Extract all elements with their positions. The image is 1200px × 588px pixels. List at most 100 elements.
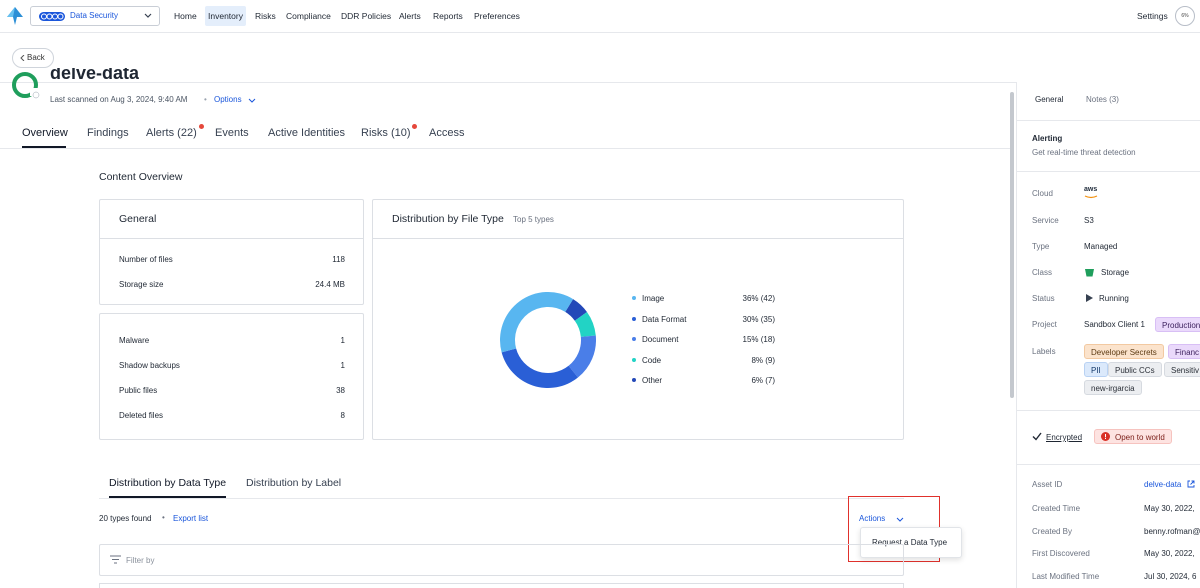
stat-value: 38 — [336, 386, 345, 395]
distribution-card: Distribution by File Type Top 5 types — [372, 199, 904, 440]
back-button[interactable]: Back — [12, 48, 54, 68]
stat-row: Number of files 118 — [119, 255, 345, 264]
prop-label-type: Type — [1032, 242, 1050, 251]
tab-distribution-by-data-type[interactable]: Distribution by Data Type — [109, 477, 227, 489]
actions-button[interactable]: Actions — [859, 514, 886, 523]
aws-icon: aws — [1084, 186, 1098, 193]
top-nav: Data Security Home Inventory Risks Compl… — [0, 0, 1200, 33]
tab-findings[interactable]: Findings — [87, 127, 129, 139]
request-data-type-menu-item[interactable]: Request a Data Type — [872, 538, 948, 547]
donut-slice-document — [568, 335, 596, 378]
asset-id-link[interactable]: delve-data — [1144, 480, 1182, 489]
legend-label: Data Format — [642, 315, 687, 324]
open-to-world-badge: Open to world — [1094, 429, 1172, 444]
nav-reports[interactable]: Reports — [433, 11, 463, 21]
prop-value-service: S3 — [1084, 216, 1094, 225]
detail-label-last-modified: Last Modified Time — [1032, 572, 1100, 581]
tab-notes[interactable]: Notes (3) — [1086, 95, 1119, 104]
panel-divider — [1016, 82, 1017, 588]
stat-row: Storage size 24.4 MB — [119, 280, 345, 289]
tabs-divider — [0, 148, 1012, 149]
app-logo-icon[interactable] — [7, 7, 23, 25]
legend-swatch — [632, 358, 636, 362]
filter-icon — [110, 555, 121, 564]
nav-inventory[interactable]: Inventory — [205, 6, 246, 26]
tab-overview[interactable]: Overview — [22, 127, 68, 139]
legend-label: Code — [642, 356, 662, 365]
label-chip: Developer Secrets — [1084, 344, 1164, 359]
detail-value-created-time: May 30, 2022, — [1144, 504, 1195, 513]
file-type-donut-chart — [500, 292, 596, 388]
tab-access[interactable]: Access — [429, 127, 465, 139]
settings-link[interactable]: Settings — [1137, 11, 1168, 21]
tab-general[interactable]: General — [1035, 95, 1064, 104]
nav-compliance[interactable]: Compliance — [286, 11, 331, 21]
tab-alerts[interactable]: Alerts (22) — [146, 127, 197, 139]
panel-divider-line — [1017, 171, 1200, 172]
play-icon — [1086, 294, 1093, 302]
distribution-card-subtitle: Top 5 types — [513, 215, 554, 224]
prop-value-project: Sandbox Client 1 — [1084, 320, 1145, 329]
export-list-link[interactable]: Export list — [173, 514, 209, 523]
nav-alerts[interactable]: Alerts — [399, 11, 421, 21]
general-card-title: General — [119, 213, 157, 225]
external-link-icon[interactable] — [1187, 480, 1195, 488]
stat-value: 1 — [340, 336, 345, 345]
prop-label-status: Status — [1032, 294, 1055, 303]
nav-risks[interactable]: Risks — [255, 11, 276, 21]
legend-value: 6% (7) — [751, 376, 775, 385]
tab-events[interactable]: Events — [215, 127, 249, 139]
stat-value: 24.4 MB — [315, 280, 345, 289]
detail-value-last-modified: Jul 30, 2024, 6 — [1144, 572, 1197, 581]
options-menu[interactable]: Options — [214, 95, 242, 104]
panel-divider-line — [1017, 410, 1200, 411]
tab-risks[interactable]: Risks (10) — [361, 127, 411, 139]
avatar[interactable]: 6% — [1175, 6, 1195, 26]
legend-value: 15% (18) — [742, 335, 775, 344]
detail-label-first-discovered: First Discovered — [1032, 549, 1090, 558]
asset-title: delve-data — [50, 68, 140, 83]
legend-swatch — [632, 317, 636, 321]
chevron-down-icon — [248, 98, 256, 103]
active-tab-indicator — [22, 146, 66, 148]
tab-active-identities[interactable]: Active Identities — [268, 127, 346, 139]
donut-slice-data-format — [501, 348, 578, 388]
chevron-left-icon — [20, 55, 25, 61]
aws-smile-icon — [1084, 195, 1098, 199]
back-label: Back — [27, 53, 45, 62]
product-selector[interactable]: Data Security — [30, 6, 160, 26]
stat-value: 1 — [340, 361, 345, 370]
alerting-title: Alerting — [1032, 134, 1063, 143]
stat-label: Number of files — [119, 255, 173, 264]
encrypted-link[interactable]: Encrypted — [1046, 433, 1083, 442]
legend-swatch — [632, 337, 636, 341]
detail-value-first-discovered: May 30, 2022, — [1144, 549, 1195, 558]
scrollbar-thumb[interactable] — [1010, 92, 1014, 398]
product-logo-icon — [39, 12, 65, 21]
legend-label: Document — [642, 335, 679, 344]
content-overview-title: Content Overview — [99, 171, 183, 183]
nav-preferences[interactable]: Preferences — [474, 11, 520, 21]
distribution-card-title: Distribution by File Type — [392, 213, 504, 225]
panel-divider-line — [1017, 464, 1200, 465]
stat-row: Shadow backups 1 — [119, 361, 345, 370]
legend-value: 8% (9) — [751, 356, 775, 365]
separator-dot: • — [204, 95, 207, 104]
filter-input[interactable] — [99, 544, 904, 576]
stat-value: 8 — [340, 411, 345, 420]
tab-distribution-by-label[interactable]: Distribution by Label — [246, 477, 342, 489]
product-selector-label: Data Security — [70, 11, 119, 20]
general-card-header: General — [100, 200, 363, 239]
alerting-subtitle: Get real-time threat detection — [1032, 148, 1136, 157]
nav-ddr-policies[interactable]: DDR Policies — [341, 11, 392, 21]
stat-label: Public files — [119, 386, 158, 395]
data-type-table — [99, 583, 904, 588]
prop-value-class: Storage — [1101, 268, 1130, 277]
legend-swatch — [632, 378, 636, 382]
prop-value-type: Managed — [1084, 242, 1118, 251]
detail-value-created-by: benny.rofman@ — [1144, 527, 1200, 536]
nav-home[interactable]: Home — [174, 11, 197, 21]
detail-label-asset-id: Asset ID — [1032, 480, 1063, 489]
legend-value: 30% (35) — [742, 315, 775, 324]
alerts-notification-dot — [199, 124, 204, 129]
